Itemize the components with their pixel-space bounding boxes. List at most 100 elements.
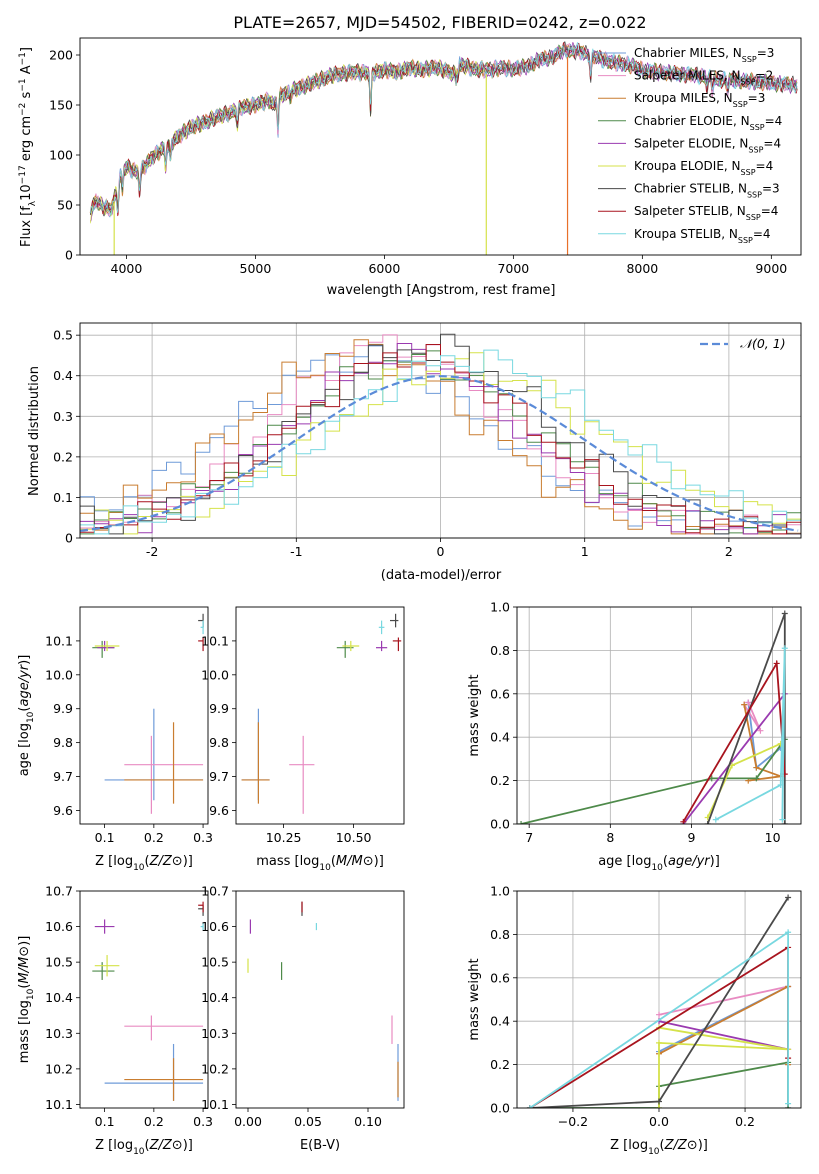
residuals-xtick-label: 2 [725, 544, 733, 559]
mass_vs_Z-ytick-label: 10.5 [45, 955, 73, 970]
mass_weight_vs_age-xlabel-part: age [log [598, 854, 651, 869]
mass_weight_vs_age-xlabel: age [log10(age/yr)] [598, 854, 720, 873]
age_vs_mass-ytick-label: 9.9 [209, 701, 229, 716]
age_vs_mass-panel: 10.25 10.50 9.6 9.7 9.8 9.9 10.0 10.1 mass [log1… [201, 606, 405, 873]
spectrum-ytick-label: 0 [65, 248, 73, 263]
mass_weight_vs_Z-ytick-label: 0.2 [490, 1057, 510, 1072]
mass_weight_vs_age-marker-kroupa-stelib [777, 781, 784, 788]
age_vs_Z-ylabel-part: ( [17, 707, 32, 712]
mass_vs_Z-ylabel-part: mass [log [17, 1000, 32, 1063]
legend-label-text: Chabrier MILES, N [634, 46, 742, 60]
mass_weight_vs_age-line-chabrier-stelib [706, 613, 786, 824]
spectrum-ylabel: Flux [fλ10−17 erg cm−2 s−1 A−1] [18, 47, 38, 247]
mass_vs_Z-frame [79, 890, 209, 1109]
mass_vs_Z-xlabel-part: )] [183, 1138, 193, 1153]
spectrum-ylabel-part: erg cm [19, 116, 34, 165]
spectrum-xtick-label: 6000 [368, 261, 400, 276]
mass_weight_vs_Z-ylabel: mass weight [467, 958, 482, 1040]
mass_weight_vs_Z-ytick-label: 0.6 [490, 970, 510, 985]
residuals-xtick-label: -2 [146, 544, 158, 559]
spectrum-line-kroupa-miles [89, 44, 798, 214]
spectrum-xtick-label: 5000 [240, 261, 272, 276]
legend-label-eq: =3 [748, 91, 766, 105]
mass_weight_vs_age-line-kroupa-stelib [715, 648, 786, 821]
age_vs_Z-ylabel-part: )] [17, 655, 32, 665]
mass_vs_ebv-ytick-label: 10.4 [201, 990, 229, 1005]
mass_vs_Z-xlabel-part: ( [145, 1138, 150, 1153]
legend-label-chabrier-elodie: Chabrier ELODIE, NSSP=4 [634, 114, 782, 132]
spectrum-ylabel-part: −1 [18, 52, 28, 65]
mass_weight_vs_Z-line-salpeter-elodie [658, 1020, 789, 1051]
mass_vs_Z-xlabel-part: Z [log [95, 1138, 133, 1153]
mass_weight_vs_Z-marker-kroupa-elodie [656, 1105, 662, 1108]
mass_weight_vs_age-marker-chabrier-elodie [753, 775, 760, 782]
age_vs_mass-xlabel-part: ( [331, 854, 336, 869]
mass_vs_ebv-ytick-label: 10.7 [201, 884, 229, 899]
mass_weight_vs_age-xtick-label: 10 [765, 830, 781, 845]
mass_weight_vs_age-ytick-label: 0.8 [490, 643, 510, 658]
mass_weight_vs_Z-ytick-label: 0.8 [490, 927, 510, 942]
mass_weight_vs_age-xlabel-part: )] [710, 854, 720, 869]
mass_weight_vs_age-marker-chabrier-stelib [781, 610, 788, 617]
legend-label-kroupa-stelib: Kroupa STELIB, NSSP=4 [634, 227, 771, 245]
residual-hist-kroupa-stelib [80, 349, 801, 535]
mass_weight_vs_Z-panel: −0.2 0.0 0.2 0.0 0.2 0.4 0.6 0.8 1.0 Z [log10(Z/Z… [467, 884, 802, 1157]
spectrum-ylabel-part: −2 [18, 103, 28, 116]
mass_vs_Z-ytick-label: 10.2 [45, 1061, 73, 1076]
age_vs_Z-xlabel: Z [log10(Z/Z⊙)] [95, 854, 193, 873]
age_vs_Z-ytick-label: 10.0 [45, 667, 73, 682]
figure-title: PLATE=2657, MJD=54502, FIBERID=0242, z=0… [233, 13, 646, 32]
age_vs_Z-ytick-label: 10.1 [45, 633, 73, 648]
spectrum-ytick-label: 150 [49, 98, 73, 113]
residuals-xtick-label: 0 [437, 544, 445, 559]
legend-label-sub: SSP [750, 122, 765, 131]
mass_vs_ebv-frame [235, 890, 405, 1109]
legend-label-kroupa-elodie: Kroupa ELODIE, NSSP=4 [634, 159, 773, 177]
mass_weight_vs_Z-line-salpeter-miles [658, 985, 789, 1108]
mass_weight_vs_age-xtick-label: 9 [687, 830, 695, 845]
residuals-ylabel: Normed distribution [27, 366, 42, 496]
mass_weight_vs_Z-line-chabrier-miles [658, 985, 789, 1108]
mass_weight_vs_age-marker-chabrier-stelib [704, 821, 711, 824]
age_vs_mass-ytick-label: 9.6 [209, 803, 229, 818]
age_vs_Z-xlabel-part: )] [183, 854, 193, 869]
mass_weight_vs_age-ytick-label: 0.0 [490, 817, 510, 832]
mass_vs_ebv-ytick-label: 10.5 [201, 955, 229, 970]
age_vs_mass-ytick-label: 9.7 [209, 769, 229, 784]
residuals-xlabel: (data-model)/error [381, 568, 502, 583]
legend-label-chabrier-stelib: Chabrier STELIB, NSSP=3 [634, 182, 780, 200]
spectrum-ylabel-part: s [19, 91, 34, 102]
mass_vs_Z-ylabel-part: 10 [26, 988, 36, 1000]
mass_weight_vs_Z-xtick-label: 0.2 [735, 1114, 755, 1129]
residual-hist-salpeter-stelib [80, 344, 801, 535]
mass_weight_vs_age-marker-salpeter-miles [745, 699, 752, 706]
age_vs_mass-xtick-label: 10.50 [336, 830, 372, 845]
mass_weight_vs_Z-marker-chabrier-stelib [656, 1098, 662, 1105]
mass_vs_Z-xtick-label: 0.1 [95, 1114, 115, 1129]
mass_weight_vs_Z-ytick-label: 1.0 [490, 884, 510, 899]
age_vs_Z-xlabel-part: Z [log [95, 854, 133, 869]
legend-label-eq: =4 [753, 227, 771, 241]
age_vs_Z-xtick-label: 0.2 [144, 830, 164, 845]
age_vs_Z-ylabel-part: age [log [17, 723, 32, 776]
spectrum-plot [89, 41, 798, 255]
spectrum-xtick-label: 8000 [626, 261, 658, 276]
mass_vs_ebv-ytick-label: 10.6 [201, 919, 229, 934]
mass_weight_vs_age-xlabel-part: 10 [651, 863, 663, 873]
spectrum-ylabel-part: −17 [18, 165, 28, 184]
mass_weight_vs_age-marker-kroupa-stelib [712, 816, 719, 823]
mass_vs_Z-ylabel-part: M/M⊙ [17, 946, 32, 984]
mass_vs_ebv-xtick-label: 0.00 [234, 1114, 262, 1129]
mass_vs_Z-xlabel-part: Z/Z⊙ [149, 1138, 183, 1153]
mass_weight_vs_Z-marker-kroupa-stelib [785, 929, 792, 936]
age_vs_Z-xlabel-part: Z/Z⊙ [149, 854, 183, 869]
age_vs_Z-ytick-label: 9.8 [53, 735, 73, 750]
spectrum-xtick-label: 9000 [755, 261, 787, 276]
mass_weight_vs_Z-marker-kroupa-stelib [785, 1100, 792, 1107]
normal-curve [80, 375, 799, 532]
mass_weight_vs_Z-ytick-label: 0.4 [490, 1014, 510, 1029]
legend-label-sub: SSP [747, 190, 762, 199]
legend-label-sub: SSP [741, 168, 756, 177]
